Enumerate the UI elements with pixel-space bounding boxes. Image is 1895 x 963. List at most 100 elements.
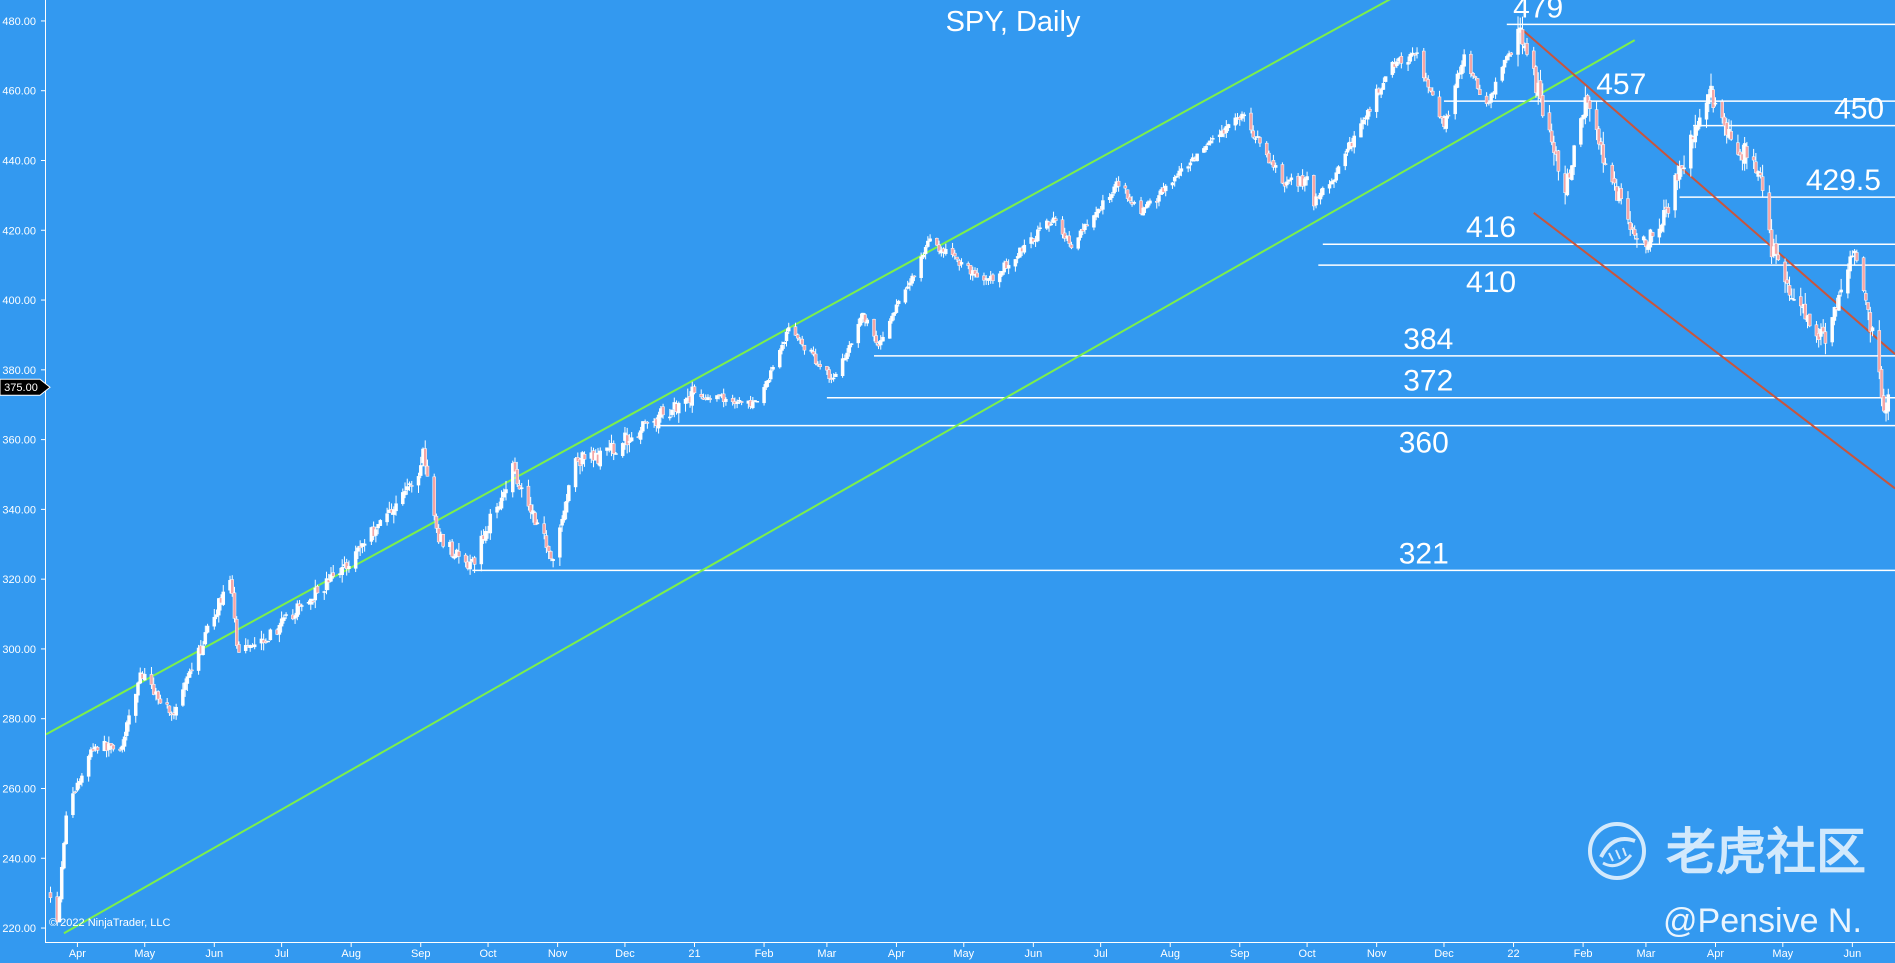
candle-body	[1579, 118, 1583, 145]
candle-body	[432, 476, 436, 516]
level-label-416: 416	[1466, 211, 1516, 244]
candle-body	[1848, 256, 1852, 272]
candle-body	[234, 618, 239, 646]
candle-body	[1336, 166, 1341, 174]
candle-body	[1769, 229, 1774, 258]
level-label-479: 479	[1513, 0, 1563, 24]
candle-body	[926, 240, 930, 247]
candle-body	[1648, 229, 1653, 248]
candle-body	[986, 279, 991, 281]
y-tick-label: 280.00	[2, 714, 36, 726]
candle-body	[284, 614, 288, 616]
candle-body	[1760, 176, 1765, 191]
candle-body	[353, 551, 358, 569]
candle-body	[1713, 102, 1718, 105]
candle-body	[645, 421, 650, 424]
candle-body	[1776, 254, 1781, 261]
candle-body	[1704, 102, 1709, 120]
candle-body	[1460, 64, 1464, 75]
candle-body	[134, 693, 138, 716]
candle-body	[935, 237, 939, 246]
candle-body	[1208, 140, 1213, 144]
candle-body	[1556, 150, 1561, 172]
candle-body	[331, 572, 335, 577]
candle-body	[780, 345, 784, 351]
candle-body	[1500, 66, 1505, 81]
candle-body	[827, 369, 831, 379]
candle-body	[1877, 330, 1882, 373]
candle-body	[874, 335, 879, 344]
candle-body	[64, 815, 68, 845]
candle-body	[450, 541, 454, 557]
candle-body	[560, 518, 564, 526]
candle-body	[1707, 94, 1711, 104]
x-tick-label: Oct	[479, 948, 496, 960]
candle-body	[1186, 166, 1190, 169]
candle-body	[513, 462, 517, 472]
candle-body	[795, 334, 800, 339]
candle-body	[109, 743, 113, 747]
candle-body	[1422, 50, 1426, 79]
candle-body	[1570, 165, 1574, 180]
candle-body	[629, 437, 634, 442]
candle-body	[1583, 97, 1588, 118]
candle-body	[502, 491, 506, 498]
candle-body	[683, 398, 688, 404]
candle-body	[598, 450, 603, 467]
current-price-marker: 375.00	[0, 378, 51, 396]
candle-body	[315, 586, 320, 594]
x-tick-label: May	[953, 948, 974, 960]
candle-body	[479, 535, 484, 565]
candle-body	[1469, 53, 1473, 75]
candle-body	[881, 336, 885, 342]
candle-body	[638, 430, 643, 440]
candle-body	[1062, 232, 1067, 239]
candle-body	[347, 565, 351, 570]
candle-body	[277, 624, 282, 635]
candle-body	[1428, 87, 1433, 92]
candle-body	[472, 557, 477, 565]
candle-body	[1884, 410, 1888, 414]
candle-body	[1444, 115, 1448, 129]
candle-body	[1112, 186, 1116, 194]
candle-body	[840, 358, 845, 377]
candle-body	[769, 370, 773, 380]
candle-body	[1680, 165, 1684, 169]
x-tick-label: Jun	[1024, 948, 1042, 960]
candle-body	[232, 592, 237, 619]
candle-body	[1076, 237, 1080, 249]
candle-body	[282, 617, 286, 621]
candle-body	[721, 393, 726, 403]
candle-body	[1722, 116, 1727, 126]
y-tick-label: 320.00	[2, 574, 36, 586]
candle-body	[762, 387, 766, 404]
candle-body	[546, 545, 551, 552]
candle-body	[1711, 89, 1715, 108]
candle-body	[1312, 175, 1316, 207]
level-label-321: 321	[1399, 537, 1449, 570]
candle-body	[778, 350, 782, 368]
candle-body	[1139, 200, 1143, 214]
candle-body	[620, 443, 625, 456]
candle-body	[614, 453, 618, 455]
y-axis-ticks: 220.00 240.00 260.00 280.00 300.00 320.00 340.…	[2, 16, 46, 935]
candle-body	[1682, 167, 1686, 170]
candle-body	[1882, 395, 1886, 412]
candle-body	[1695, 126, 1700, 131]
candle-body	[1116, 180, 1121, 187]
candle-body	[322, 591, 326, 593]
level-label-450: 450	[1834, 93, 1884, 126]
candle-body	[340, 567, 344, 576]
level-label-384: 384	[1403, 323, 1453, 356]
candle-body	[831, 377, 836, 380]
candle-body	[107, 743, 111, 750]
candle-body	[1258, 137, 1262, 144]
candle-body	[1013, 259, 1018, 267]
candle-body	[813, 353, 818, 364]
candle-body	[825, 366, 829, 371]
candle-body	[1280, 164, 1285, 184]
candle-body	[297, 603, 302, 607]
candle-body	[344, 562, 349, 569]
candle-body	[1345, 148, 1350, 153]
candle-body	[937, 244, 941, 252]
